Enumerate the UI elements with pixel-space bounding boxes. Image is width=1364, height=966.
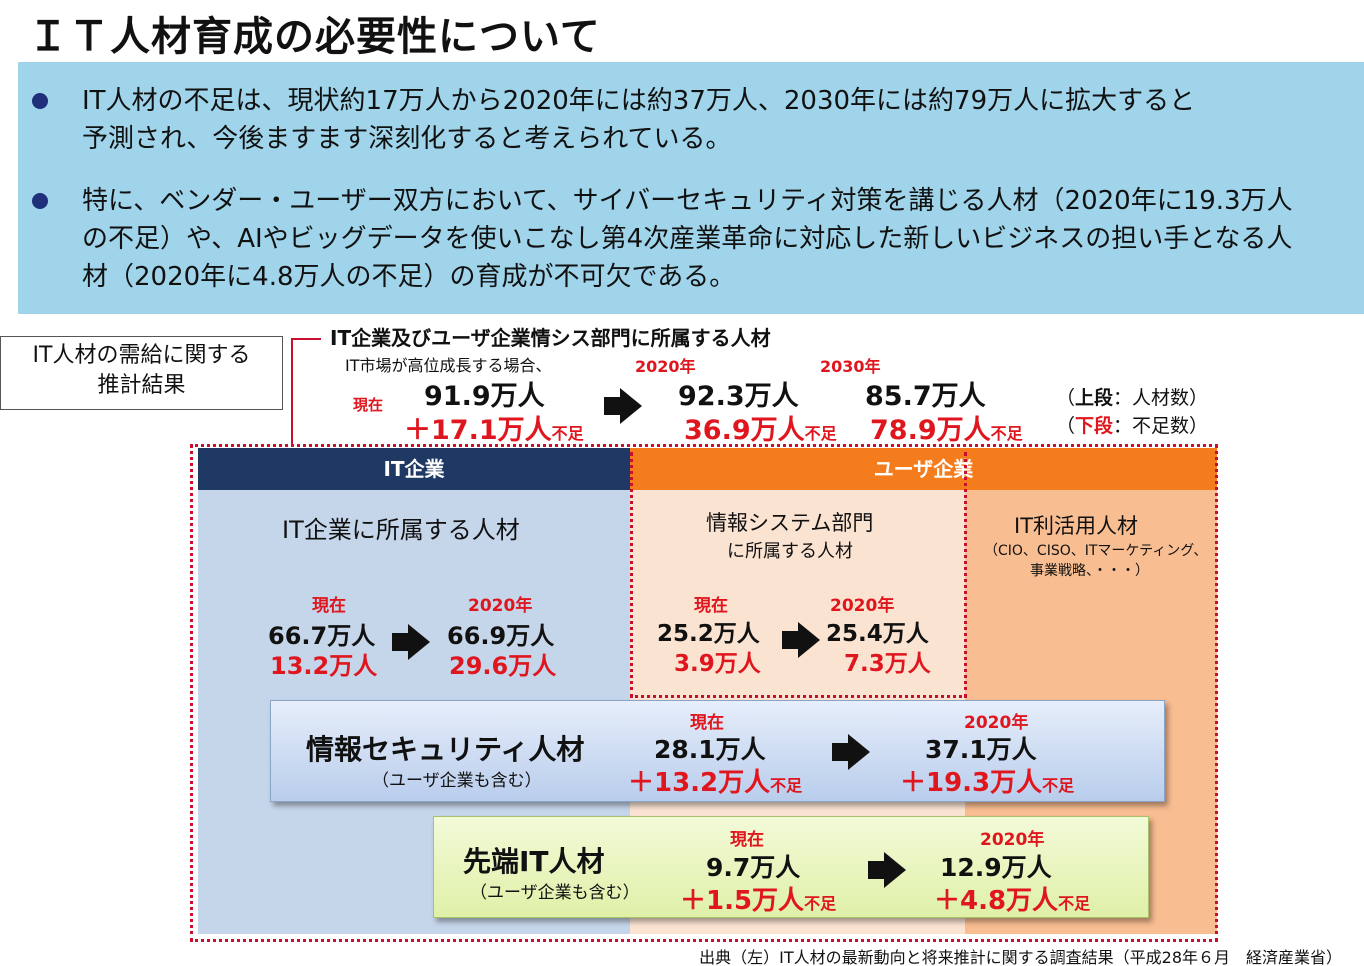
- bullet-dot-icon: [32, 93, 48, 109]
- security-now-value: 28.1万人: [654, 735, 766, 764]
- intro-box: IT人材の不足は、現状約17万人から2020年には約37万人、2030年には約7…: [18, 62, 1364, 314]
- bullet-line: 材（2020年に4.8万人の不足）の育成が不可欠である。: [82, 262, 736, 292]
- header-it-company: IT企業: [198, 448, 630, 490]
- security-now-shortage: ＋13.2万人不足: [628, 762, 802, 799]
- arrow-right-icon: [782, 622, 820, 658]
- it-2020-label: 2020年: [468, 596, 533, 616]
- security-sub: （ユーザ企業も含む）: [372, 771, 542, 791]
- it-2020-shortage: 29.6万人: [449, 652, 557, 680]
- info-col-title: 情報システム部門: [706, 511, 874, 535]
- advanced-it-talent-box: [433, 816, 1149, 918]
- header-user-company: ユーザ企業: [630, 448, 1217, 490]
- dotted-outline-info: [630, 452, 967, 698]
- legend-lower: （下段：不足数）: [1056, 415, 1209, 437]
- info-2020-shortage: 7.3万人: [844, 651, 931, 677]
- connector-line: [291, 338, 293, 446]
- info-col-subtitle: に所属する人材: [727, 541, 853, 562]
- page-title: ＩＴ人材育成の必要性について: [28, 14, 601, 60]
- top-2020-shortage-value: 36.9万人: [684, 415, 805, 446]
- it-now-value: 66.7万人: [268, 622, 376, 650]
- advanced-now-value: 9.7万人: [706, 853, 801, 882]
- info-2020-label: 2020年: [830, 596, 895, 616]
- security-2020-label: 2020年: [964, 713, 1029, 733]
- security-2020-value: 37.1万人: [925, 735, 1037, 764]
- it-col-title: IT企業に所属する人材: [282, 516, 520, 544]
- util-col-title: IT利活用人材: [1014, 514, 1139, 538]
- shortage-suffix: 不足: [1042, 776, 1075, 795]
- bullet-dot-icon: [32, 193, 48, 209]
- top-2020-shortage: 36.9万人不足: [684, 408, 837, 447]
- arrow-right-icon: [604, 388, 642, 424]
- info-now-shortage: 3.9万人: [674, 651, 761, 677]
- bullet-line: IT人材の不足は、現状約17万人から2020年には約37万人、2030年には約7…: [82, 86, 1196, 116]
- security-talent-box: [270, 700, 1165, 802]
- advanced-now-label: 現在: [730, 830, 764, 850]
- advanced-now-shortage: ＋1.5万人不足: [680, 880, 836, 917]
- it-2020-value: 66.9万人: [447, 622, 555, 650]
- advanced-2020-shortage-value: ＋4.8万人: [934, 886, 1059, 916]
- bullet-line: 特に、ベンダー・ユーザー双方において、サイバーセキュリティ対策を講じる人材（20…: [82, 186, 1293, 216]
- advanced-title: 先端IT人材: [463, 845, 605, 878]
- top-now-shortage-value: ＋17.1万人: [404, 415, 552, 446]
- security-now-label: 現在: [690, 713, 724, 733]
- source-citation: 出典（左）IT人材の最新動向と将来推計に関する調査結果（平成28年６月 経済産業…: [699, 948, 1342, 966]
- shortage-suffix: 不足: [551, 424, 584, 443]
- top-now-value: 91.9万人: [424, 381, 545, 412]
- top-2020-value: 92.3万人: [678, 381, 799, 412]
- legend-upper: （上段：人材数）: [1056, 387, 1209, 409]
- top-2030-value: 85.7万人: [865, 381, 986, 412]
- advanced-2020-shortage: ＋4.8万人不足: [934, 880, 1090, 917]
- legend-upper-bold: 上段: [1075, 387, 1114, 409]
- security-title: 情報セキュリティ人材: [306, 733, 585, 766]
- top-subheading: IT市場が高位成長する場合、: [345, 356, 552, 375]
- advanced-2020-value: 12.9万人: [940, 853, 1052, 882]
- advanced-sub: （ユーザ企業も含む）: [470, 883, 640, 903]
- arrow-right-icon: [392, 624, 430, 660]
- arrow-right-icon: [868, 852, 906, 888]
- legend-lower-bold: 下段: [1075, 415, 1114, 437]
- top-heading: IT企業及びユーザ企業情シス部門に所属する人材: [330, 326, 771, 350]
- util-col-sub: （CIO、CISO、ITマーケティング、: [984, 543, 1208, 559]
- info-now-label: 現在: [694, 596, 728, 616]
- shortage-suffix: 不足: [770, 776, 803, 795]
- security-2020-shortage-value: ＋19.3万人: [900, 768, 1043, 798]
- connector-line: [291, 338, 321, 340]
- top-2030-shortage: 78.9万人不足: [870, 408, 1023, 447]
- security-now-shortage-value: ＋13.2万人: [628, 768, 771, 798]
- advanced-2020-label: 2020年: [980, 830, 1045, 850]
- dotted-outline: [190, 444, 1218, 942]
- util-col-sub: 事業戦略、・・・）: [1030, 563, 1149, 579]
- shortage-suffix: 不足: [990, 424, 1023, 443]
- estimate-label-box: IT人材の需給に関する 推計結果: [0, 336, 283, 410]
- shortage-suffix: 不足: [1058, 894, 1091, 913]
- top-now-shortage: ＋17.1万人不足: [404, 408, 584, 447]
- estimate-label-line: IT人材の需給に関する: [32, 343, 251, 368]
- bullet-line: 予測され、今後ますます深刻化すると考えられている。: [82, 124, 732, 154]
- advanced-now-shortage-value: ＋1.5万人: [680, 886, 805, 916]
- top-now-label: 現在: [353, 396, 384, 414]
- security-2020-shortage: ＋19.3万人不足: [900, 762, 1074, 799]
- top-2020-label: 2020年: [635, 357, 696, 376]
- arrow-right-icon: [832, 734, 870, 770]
- it-now-shortage: 13.2万人: [270, 652, 378, 680]
- top-2030-shortage-value: 78.9万人: [870, 415, 991, 446]
- shortage-suffix: 不足: [804, 894, 837, 913]
- shortage-suffix: 不足: [804, 424, 837, 443]
- bullet-line: の不足）や、AIやビッグデータを使いこなし第4次産業革命に対応した新しいビジネス…: [82, 224, 1293, 254]
- info-2020-value: 25.4万人: [826, 621, 929, 647]
- top-2030-label: 2030年: [820, 357, 881, 376]
- it-now-label: 現在: [312, 596, 346, 616]
- info-now-value: 25.2万人: [657, 621, 760, 647]
- estimate-label-line: 推計結果: [97, 373, 186, 398]
